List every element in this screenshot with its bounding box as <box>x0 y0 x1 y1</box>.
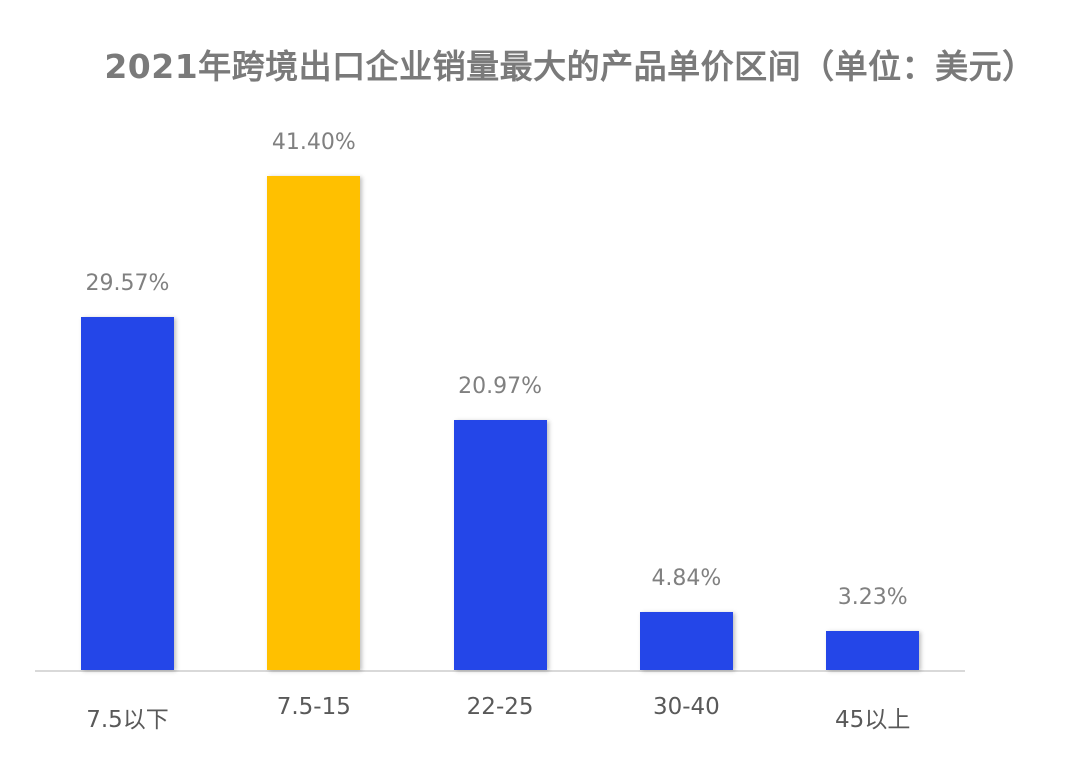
bar <box>453 419 547 670</box>
x-tick-label: 7.5-15 <box>276 694 351 720</box>
data-label: 4.84% <box>651 566 722 592</box>
data-label: 41.40% <box>271 130 356 155</box>
bar <box>81 317 174 670</box>
bar <box>639 612 733 670</box>
data-label: 3.23% <box>837 585 908 611</box>
x-tick-label: 7.5以下 <box>86 707 169 733</box>
x-tick-label: 30-40 <box>652 694 720 720</box>
chart-title: 2021年跨境出口企业销量最大的产品单价区间（单位：美元） <box>104 47 1036 86</box>
x-tick-label: 22-25 <box>466 694 534 720</box>
data-label: 20.97% <box>458 373 543 399</box>
data-label: 29.57% <box>85 271 170 297</box>
bar <box>267 176 361 670</box>
bar <box>826 631 920 670</box>
x-axis-line <box>35 670 965 672</box>
x-tick-label: 45以上 <box>835 707 911 733</box>
